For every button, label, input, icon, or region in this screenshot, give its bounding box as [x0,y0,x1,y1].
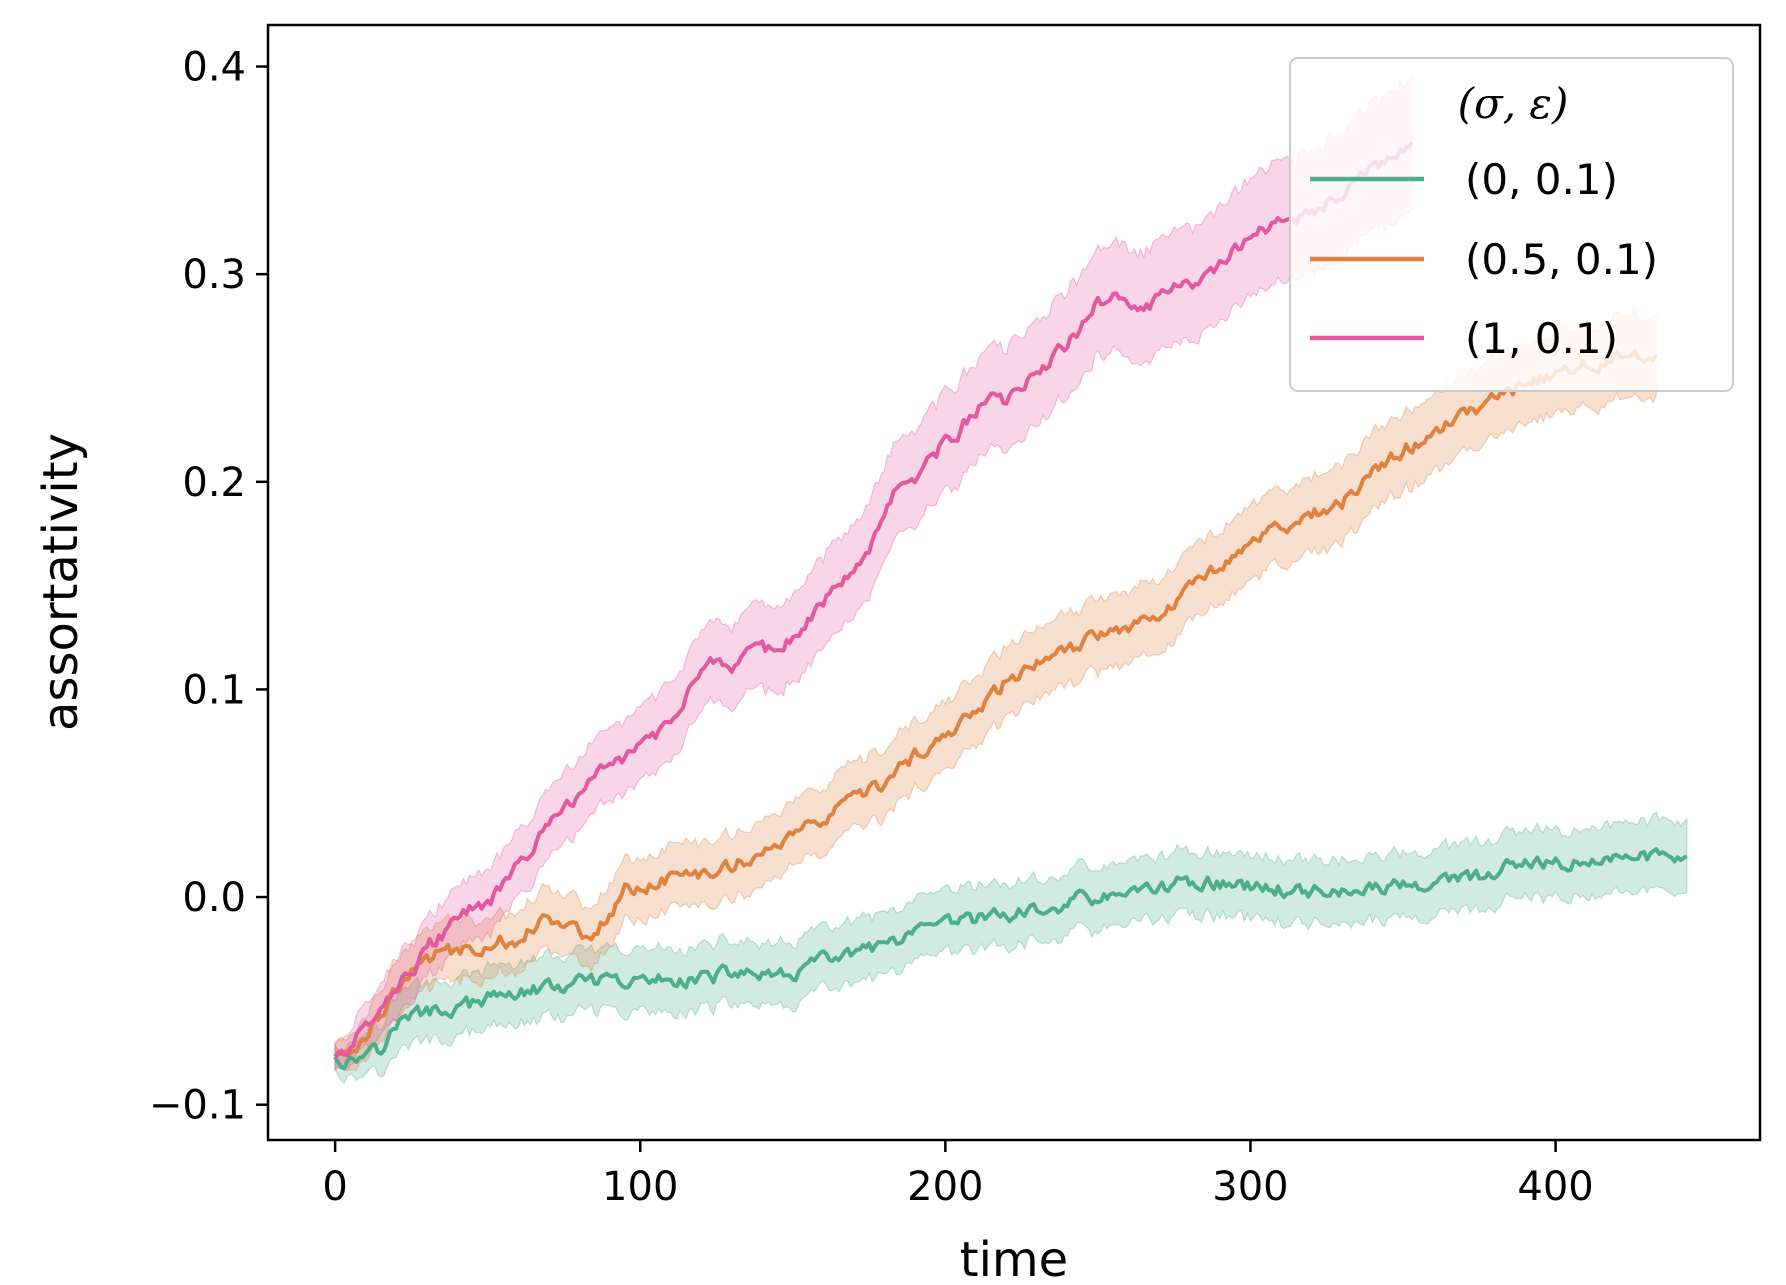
y-tick-label: 0.2 [182,460,246,506]
legend-label: (0, 0.1) [1465,155,1618,204]
series-lines [333,141,1688,1071]
legend-label: (0.5, 0.1) [1465,235,1658,284]
legend-title: (σ, ε) [1458,79,1569,128]
legend-box [1289,57,1734,392]
x-tick-label: 0 [322,1164,347,1210]
series-line [333,141,1414,1059]
legend: (σ, ε) (0, 0.1) (0.5, 0.1) (1, 0.1) [1289,57,1734,392]
y-axis-ticks: −0.1 0.0 0.1 0.2 0.3 0.4 [149,45,268,1129]
y-axis-label: assortativity [33,433,89,731]
series-line [333,847,1688,1071]
legend-entries: (0, 0.1) (0.5, 0.1) (1, 0.1) [1310,155,1658,363]
x-axis-label: time [960,1232,1068,1285]
series-line [333,348,1659,1058]
plot-frame [266,23,1762,1142]
y-tick-label: 0.1 [182,667,246,713]
x-tick-label: 100 [602,1164,678,1210]
y-tick-label: 0.4 [182,45,246,91]
x-tick-label: 400 [1517,1164,1593,1210]
x-tick-label: 300 [1212,1164,1288,1210]
x-tick-label: 200 [907,1164,983,1210]
y-tick-label: 0.0 [182,875,246,921]
legend-label: (1, 0.1) [1465,314,1618,363]
y-tick-label: −0.1 [149,1083,246,1129]
y-tick-label: 0.3 [182,252,246,298]
confidence-band [334,811,1688,1085]
x-axis-ticks: 0 100 200 300 400 [322,1140,1594,1210]
